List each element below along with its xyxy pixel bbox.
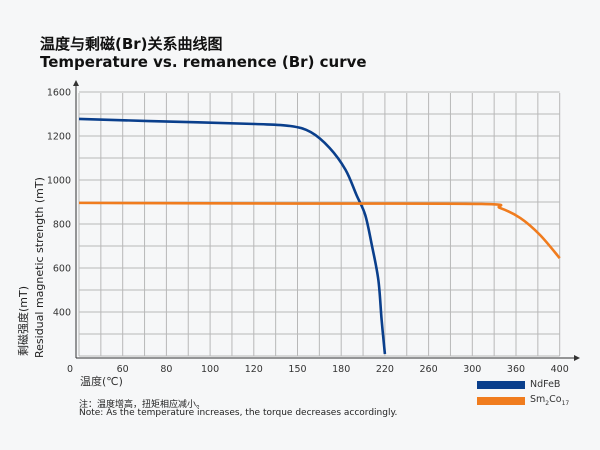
- legend-label-smco: Sm2Co17: [530, 394, 570, 407]
- y-axis-label-cn: 剩磁强度(mT): [17, 285, 30, 356]
- series-line-ndfeb: [78, 117, 387, 355]
- x-tick-label: 100: [201, 364, 219, 375]
- x-axis-arrow: [574, 355, 580, 361]
- y-tick-label: 1200: [47, 132, 71, 143]
- title-en: Temperature vs. remanence (Br) curve: [40, 53, 367, 71]
- y-tick-label: 600: [53, 264, 71, 275]
- y-tick-label: 800: [53, 220, 71, 231]
- y-axis-arrow: [73, 80, 79, 86]
- x-tick-label: 360: [507, 364, 525, 375]
- y-axis-label-en: Residual magnetic strength (mT): [33, 177, 46, 358]
- y-tick-label: 1600: [47, 88, 71, 99]
- x-tick-label: 180: [332, 364, 350, 375]
- title-cn: 温度与剩磁(Br)关系曲线图: [40, 35, 223, 53]
- origin-label: 0: [67, 364, 73, 375]
- x-axis-label: 温度(℃): [80, 375, 123, 388]
- note-cn: 注：温度增高，扭矩相应减小。: [79, 400, 206, 410]
- y-tick-label: 1000: [47, 176, 71, 187]
- x-tick-label: 150: [288, 364, 306, 375]
- legend-swatch-smco: [477, 397, 525, 405]
- x-tick-label: 80: [160, 364, 172, 375]
- y-tick-label: 400: [53, 308, 71, 319]
- x-tick-label: 260: [420, 364, 438, 375]
- legend-swatch-ndfeb: [477, 381, 525, 389]
- x-tick-label: 400: [551, 364, 569, 375]
- x-tick-label: 120: [245, 364, 263, 375]
- legend-label-ndfeb: NdFeB: [530, 379, 561, 390]
- x-tick-label: 300: [463, 364, 481, 375]
- x-tick-label: 60: [117, 364, 129, 375]
- series-line-smco: [78, 201, 561, 259]
- note-en: Note: As the temperature increases, the …: [79, 408, 398, 418]
- x-tick-label: 220: [376, 364, 394, 375]
